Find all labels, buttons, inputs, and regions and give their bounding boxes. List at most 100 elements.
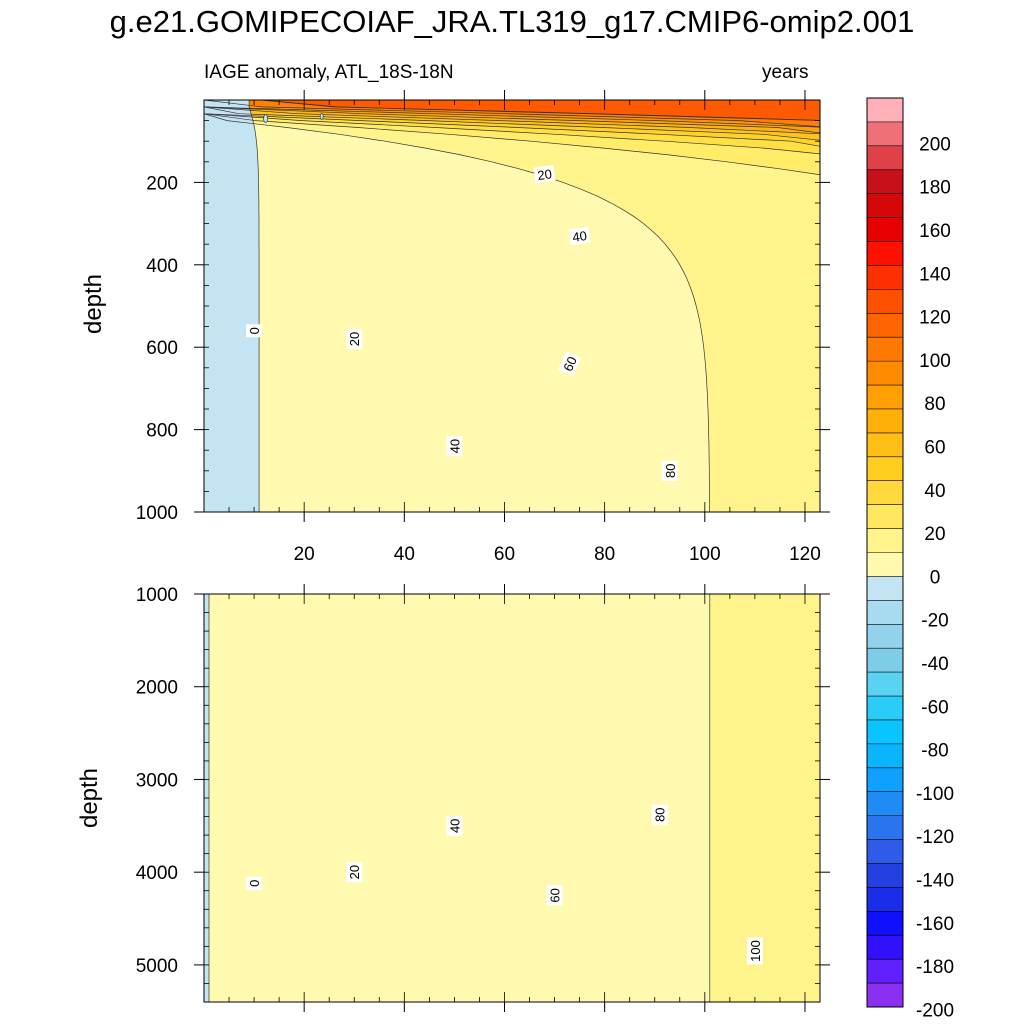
contour-label-text: 60 — [548, 888, 563, 902]
colorbar-swatch — [867, 337, 903, 362]
colorbar-swatch — [867, 863, 903, 888]
contour-label-80: 80 — [661, 460, 678, 481]
colorbar-swatch — [867, 121, 903, 147]
y-tick-label: 200 — [146, 173, 178, 194]
y-tick-label: 600 — [146, 338, 178, 359]
contour-label-box — [533, 164, 556, 184]
x-tick-label: 40 — [394, 544, 415, 565]
contour-label-text: 0 — [247, 880, 262, 887]
colorbar-swatch — [867, 145, 903, 171]
contour-blob — [319, 113, 324, 120]
contour-label-60: 60 — [558, 351, 582, 377]
contour-label-box — [246, 324, 263, 338]
contour-line-10 — [204, 100, 710, 512]
contour-fill-10 — [204, 594, 710, 1002]
colorbar-swatch — [867, 648, 903, 673]
colorbar-swatch — [867, 480, 903, 505]
colorbar-label: -200 — [916, 1000, 954, 1021]
contour-label-60: 60 — [546, 885, 563, 906]
colorbar-label: 100 — [919, 351, 951, 372]
contour-label-text: 80 — [653, 807, 668, 821]
colorbar-swatch — [867, 815, 903, 840]
colorbar-swatch — [867, 696, 903, 721]
contour-label-text: 40 — [447, 439, 462, 453]
colorbar-swatch — [867, 600, 903, 625]
contour-label-text: 40 — [447, 819, 462, 833]
contour-label-box — [661, 460, 678, 481]
colorbar-swatch — [867, 528, 903, 553]
colorbar-swatch — [867, 217, 903, 242]
colorbar-swatch — [867, 432, 903, 458]
x-tick-label: 80 — [594, 544, 615, 565]
colorbar-swatch — [867, 313, 903, 338]
contour-label-20: 20 — [346, 328, 363, 349]
contour-label-box — [568, 226, 591, 246]
figure-title: g.e21.GOMIPECOIAF_JRA.TL319_g17.CMIP6-om… — [109, 4, 915, 39]
colorbar-label: -100 — [916, 784, 954, 805]
colorbar-swatch — [867, 361, 903, 386]
y-tick-label: 400 — [146, 256, 178, 277]
y-tick-label: 1000 — [136, 585, 178, 606]
colorbar-swatch — [867, 839, 903, 864]
colorbar-label: -160 — [916, 914, 954, 935]
contour-label-box — [246, 876, 263, 890]
colorbar-label: 180 — [919, 178, 951, 199]
contour-label-40: 40 — [446, 815, 463, 836]
contour-label-80: 80 — [651, 804, 668, 825]
contour-label-text: 20 — [347, 332, 362, 346]
contour-label-text: 20 — [347, 865, 362, 879]
colorbar-label: -60 — [921, 697, 948, 718]
contour-line-20 — [204, 100, 820, 176]
contour-label-20: 20 — [346, 862, 363, 883]
colorbar-swatch — [867, 911, 903, 936]
contour-label-box — [346, 328, 363, 349]
contour-label-box — [446, 815, 463, 836]
y-tick-label: 1000 — [136, 503, 178, 524]
colorbar-label: 60 — [924, 438, 945, 459]
colorbar-swatch — [867, 791, 903, 816]
x-tick-label: 20 — [294, 544, 315, 565]
contour-label-text: 100 — [748, 940, 763, 962]
colorbar-label: -180 — [916, 957, 954, 978]
contour-label-text: 40 — [571, 228, 587, 245]
contour-label-text: 20 — [536, 166, 552, 183]
y-tick-label: 800 — [146, 421, 178, 442]
colorbar-swatch — [867, 672, 903, 697]
contour-blob — [263, 114, 268, 123]
colorbar-swatch — [867, 385, 903, 410]
colorbar-swatch — [867, 169, 903, 194]
upper-panel: 0 20 40 80 20 40 60 200 400 600 800 1000 20 40 60 80 100… — [136, 90, 830, 565]
contour-label-box — [546, 885, 563, 906]
contour-line-0 — [248, 100, 260, 512]
colorbar-swatch — [867, 289, 903, 314]
contour-label-box — [746, 937, 763, 965]
contour-fill-10 — [204, 100, 710, 512]
colorbar-swatch — [867, 456, 903, 482]
contour-label-box — [346, 862, 363, 883]
colorbar-label: 160 — [919, 221, 951, 242]
colorbar-label: -80 — [921, 741, 948, 762]
colorbar-swatch — [867, 624, 903, 649]
colorbar-label: 120 — [919, 308, 951, 329]
colorbar-swatch — [867, 743, 903, 769]
colorbar-label: -120 — [916, 827, 954, 848]
contour-label-0: 0 — [246, 876, 263, 890]
y-tick-label: 2000 — [136, 678, 178, 699]
colorbar-swatch — [867, 265, 903, 290]
contour-label-20: 20 — [533, 164, 556, 184]
colorbar-swatch — [867, 98, 903, 123]
contour-label-text: 80 — [663, 464, 678, 478]
lower-panel: 0 20 40 60 80 100 1000 2000 3000 4000 5000 — [136, 584, 830, 1012]
x-tick-label: 60 — [494, 544, 515, 565]
colorbar-swatch — [867, 983, 903, 1008]
colorbar-label: -40 — [921, 654, 948, 675]
contour-label-100: 100 — [746, 937, 763, 965]
colorbar-swatch — [867, 959, 903, 984]
y-tick-label: 4000 — [136, 863, 178, 884]
colorbar-swatch — [867, 935, 903, 960]
colorbar-label: -20 — [921, 611, 948, 632]
contour-label-text: 0 — [247, 327, 262, 334]
colorbar-label: 140 — [919, 264, 951, 285]
colorbar-label: 0 — [930, 567, 941, 588]
